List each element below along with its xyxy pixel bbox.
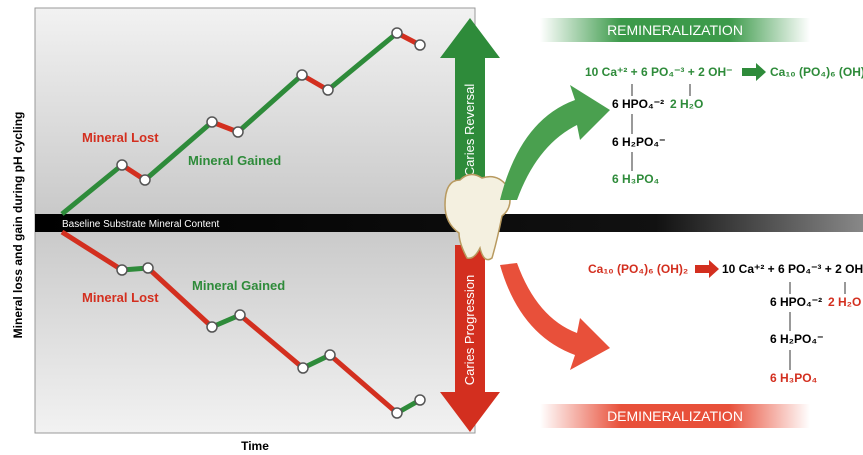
- up-arrow: [440, 18, 500, 205]
- x-label: Time: [241, 439, 269, 453]
- y-label: Mineral loss and gain during pH cycling: [11, 112, 25, 339]
- down-arrow: [440, 245, 500, 432]
- demin-arrow: [695, 260, 719, 278]
- demin-hpo4: 6 HPO₄⁻²: [770, 295, 822, 309]
- remin-h3po4: 6 H₃PO₄: [612, 172, 660, 186]
- demin-curve-arrow: [500, 263, 610, 370]
- remin-water: 2 H₂O: [670, 97, 703, 111]
- remin-product: Ca₁₀ (PO₄)₆ (OH)₂: [770, 65, 863, 79]
- lower-gained: Mineral Gained: [192, 278, 285, 293]
- tooth: [444, 173, 511, 261]
- lower-lost: Mineral Lost: [82, 290, 159, 305]
- remin-banner: [540, 18, 810, 42]
- up-arrow-label: Caries Reversal: [462, 84, 477, 177]
- remin-hpo4: 6 HPO₄⁻²: [612, 97, 664, 111]
- upper-lost: Mineral Lost: [82, 130, 159, 145]
- demin-banner: [540, 404, 810, 428]
- demin-products: 10 Ca⁺² + 6 PO₄⁻³ + 2 OH: [722, 262, 863, 276]
- demin-h2po4: 6 H₂PO₄⁻: [770, 332, 823, 346]
- reaction-arrows: [631, 84, 846, 370]
- down-arrow-label: Caries Progression: [462, 275, 477, 386]
- remin-reactants: 10 Ca⁺² + 6 PO₄⁻³ + 2 OH⁻: [585, 65, 732, 79]
- demin-title: DEMINERALIZATION: [607, 408, 743, 424]
- remin-h2po4: 6 H₂PO₄⁻: [612, 135, 665, 149]
- points: [116, 27, 426, 419]
- demin-reactant: Ca₁₀ (PO₄)₆ (OH)₂: [588, 262, 688, 276]
- remin-title: REMINERALIZATION: [607, 22, 743, 38]
- demin-h3po4: 6 H₃PO₄: [770, 371, 818, 385]
- remin-curve-arrow: [500, 85, 610, 200]
- upper-gained: Mineral Gained: [188, 153, 281, 168]
- remin-arrow: [742, 63, 766, 81]
- demin-water: 2 H₂O: [828, 295, 861, 309]
- baseline-label: Baseline Substrate Mineral Content: [62, 219, 220, 230]
